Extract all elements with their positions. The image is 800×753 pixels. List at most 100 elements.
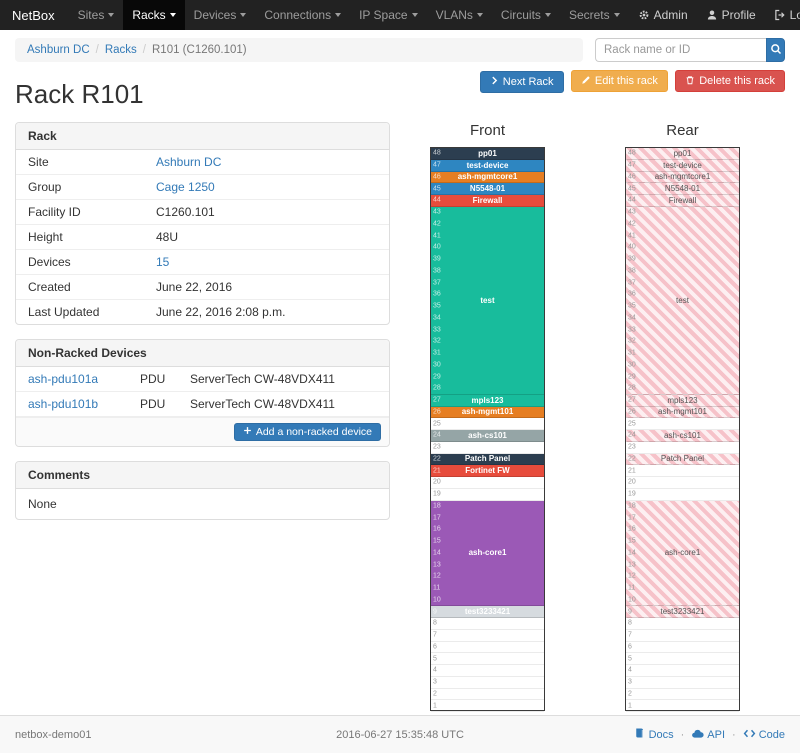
edit-rack-button[interactable]: Edit this rack xyxy=(570,70,668,92)
profile-label: Profile xyxy=(721,8,756,22)
breadcrumb-racks-link[interactable]: Racks xyxy=(104,44,137,56)
rack-device-test3233421[interactable]: test3233421 xyxy=(626,606,739,618)
unit-number: 17 xyxy=(433,514,441,522)
unit-number: 9 xyxy=(433,608,437,616)
unit-number: 7 xyxy=(433,631,437,639)
rack-device-Patch Panel[interactable]: Patch Panel xyxy=(431,453,544,466)
unit-number: 3 xyxy=(628,678,632,686)
profile-link[interactable]: Profile xyxy=(697,0,765,30)
rack-device-test-device[interactable]: test-device xyxy=(626,159,739,172)
rack-unit-row: 7 xyxy=(626,630,739,642)
api-link[interactable]: API xyxy=(691,727,725,743)
unit-number: 6 xyxy=(628,643,632,651)
nav-item-connections[interactable]: Connections xyxy=(255,0,350,30)
unit-number: 31 xyxy=(628,349,636,357)
next-rack-label: Next Rack xyxy=(502,75,554,88)
group-link[interactable]: Cage 1250 xyxy=(156,180,215,194)
rack-device-ash-mgmtcore1[interactable]: ash-mgmtcore1 xyxy=(626,171,739,184)
nav-item-ip-space[interactable]: IP Space xyxy=(350,0,426,30)
search-icon xyxy=(770,43,782,58)
last-updated-value: June 22, 2016 2:08 p.m. xyxy=(156,305,286,319)
rack-device-pp01[interactable]: pp01 xyxy=(431,148,544,160)
edit-rack-label: Edit this rack xyxy=(594,75,658,87)
rack-device-test[interactable]: test xyxy=(626,206,739,395)
rack-device-test-device[interactable]: test-device xyxy=(431,159,544,172)
rack-device-test[interactable]: test xyxy=(431,206,544,395)
docs-link[interactable]: Docs xyxy=(634,727,674,742)
nav-item-vlans[interactable]: VLANs xyxy=(427,0,492,30)
chevron-down-icon xyxy=(169,13,176,17)
rack-rear-grid: 48 47 46 45 44 43 42 41 40 39 38 37 36 35 34 33 32 31 30 29… xyxy=(625,147,740,712)
unit-number: 33 xyxy=(433,326,441,334)
unit-number: 16 xyxy=(628,525,636,533)
unit-number: 17 xyxy=(628,514,636,522)
unit-number: 11 xyxy=(628,584,636,592)
rack-device-N5548-01[interactable]: N5548-01 xyxy=(431,183,544,195)
rack-device-test3233421[interactable]: test3233421 xyxy=(431,606,544,618)
rack-device-mpls123[interactable]: mpls123 xyxy=(626,394,739,407)
unit-number: 41 xyxy=(628,232,636,240)
rack-device-ash-cs101[interactable]: ash-cs101 xyxy=(431,430,544,442)
nav-item-circuits[interactable]: Circuits xyxy=(492,0,560,30)
unit-number: 37 xyxy=(628,279,636,287)
rack-device-Firewall[interactable]: Firewall xyxy=(431,195,544,207)
search-button[interactable] xyxy=(766,38,785,62)
unit-number: 47 xyxy=(628,161,636,169)
nav-item-label: IP Space xyxy=(359,8,408,22)
admin-label: Admin xyxy=(653,8,688,22)
rack-device-ash-mgmt101[interactable]: ash-mgmt101 xyxy=(431,406,544,419)
devices-count-link[interactable]: 15 xyxy=(156,255,170,269)
rack-device-Fortinet FW[interactable]: Fortinet FW xyxy=(431,465,544,477)
unit-number: 1 xyxy=(433,702,437,710)
delete-rack-label: Delete this rack xyxy=(699,75,775,87)
search-input[interactable] xyxy=(595,38,766,62)
nav-item-devices[interactable]: Devices xyxy=(185,0,256,30)
code-link[interactable]: Code xyxy=(743,727,785,743)
unit-number: 14 xyxy=(433,549,441,557)
logout-link[interactable]: Log out xyxy=(765,0,800,30)
unit-number: 20 xyxy=(628,478,636,486)
rack-device-N5548-01[interactable]: N5548-01 xyxy=(626,183,739,195)
chevron-down-icon xyxy=(411,13,418,17)
breadcrumb-separator: / xyxy=(142,44,146,56)
site-link[interactable]: Ashburn DC xyxy=(156,155,222,169)
breadcrumb-site-link[interactable]: Ashburn DC xyxy=(27,44,90,56)
rack-device-ash-core1[interactable]: ash-core1 xyxy=(626,500,739,607)
nav-item-sites[interactable]: Sites xyxy=(69,0,124,30)
unit-number: 15 xyxy=(433,537,441,545)
nav-item-secrets[interactable]: Secrets xyxy=(560,0,629,30)
unit-number: 42 xyxy=(433,220,441,228)
comments-panel: Comments None xyxy=(15,461,390,520)
rack-unit-row: 19 xyxy=(431,489,544,501)
admin-link[interactable]: Admin xyxy=(629,0,697,30)
device-link[interactable]: ash-pdu101b xyxy=(28,397,99,411)
unit-number: 38 xyxy=(628,267,636,275)
rack-device-ash-mgmtcore1[interactable]: ash-mgmtcore1 xyxy=(431,171,544,184)
rack-unit-row: 4 xyxy=(431,665,544,677)
brand-link[interactable]: NetBox xyxy=(12,7,55,23)
rack-device-mpls123[interactable]: mpls123 xyxy=(431,394,544,407)
rack-device-ash-mgmt101[interactable]: ash-mgmt101 xyxy=(626,406,739,419)
unit-number: 46 xyxy=(433,173,441,181)
gear-icon xyxy=(638,9,650,21)
rack-device-pp01[interactable]: pp01 xyxy=(626,148,739,160)
page-title: Rack R101 xyxy=(15,79,144,109)
rack-unit-row: 20 xyxy=(626,477,739,489)
nav-item-racks[interactable]: Racks xyxy=(123,0,185,30)
unit-number: 45 xyxy=(433,185,441,193)
delete-rack-button[interactable]: Delete this rack xyxy=(675,70,785,92)
rack-unit-row: 7 xyxy=(431,630,544,642)
rack-device-Firewall[interactable]: Firewall xyxy=(626,195,739,207)
rack-device-ash-core1[interactable]: ash-core1 xyxy=(431,500,544,607)
attr-label: Created xyxy=(28,280,71,294)
unit-number: 2 xyxy=(628,690,632,698)
device-link[interactable]: ash-pdu101a xyxy=(28,372,99,386)
add-non-racked-device-button[interactable]: Add a non-racked device xyxy=(233,423,381,441)
next-rack-button[interactable]: Next Rack xyxy=(479,70,564,93)
chevron-down-icon xyxy=(613,13,620,17)
non-racked-panel-footer: Add a non-racked device xyxy=(16,417,389,446)
non-racked-device-row: ash-pdu101b PDU ServerTech CW-48VDX411 xyxy=(16,392,389,417)
rack-device-ash-cs101[interactable]: ash-cs101 xyxy=(626,430,739,442)
unit-number: 1 xyxy=(628,702,632,710)
rack-device-Patch Panel[interactable]: Patch Panel xyxy=(626,453,739,466)
